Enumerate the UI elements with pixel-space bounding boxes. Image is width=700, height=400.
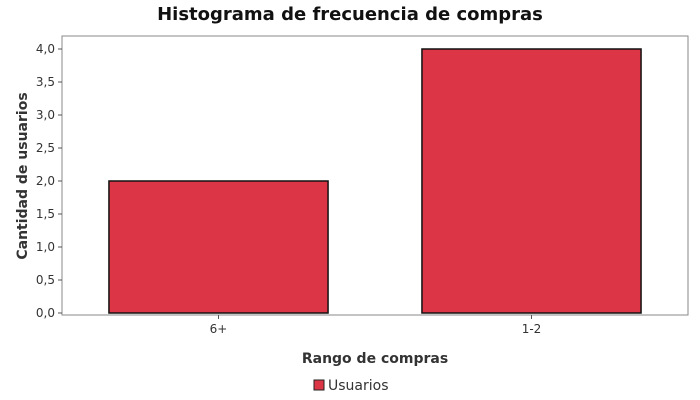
x-tick-label: 6+ (210, 322, 228, 336)
bar-6+[interactable] (108, 180, 329, 314)
y-axis: 0,0 0,5 1,0 1,5 2,0 2,5 3,0 3,5 4,0 (36, 42, 62, 320)
y-tick-label: 1,0 (36, 240, 55, 254)
y-axis-title: Cantidad de usuarios (15, 92, 31, 259)
y-tick-label: 3,5 (36, 75, 55, 89)
y-tick-label: 2,5 (36, 141, 55, 155)
legend-label: Usuarios (328, 378, 389, 394)
legend-swatch (313, 379, 325, 391)
legend[interactable]: Usuarios (313, 378, 389, 394)
y-tick-label: 2,0 (36, 174, 55, 188)
bars-group (108, 48, 642, 314)
x-tick-label: 1-2 (522, 322, 542, 336)
y-tick-label: 0,0 (36, 306, 55, 320)
x-axis-title: Rango de compras (302, 351, 448, 367)
bar-1-2[interactable] (421, 48, 642, 314)
y-tick-label: 0,5 (36, 273, 55, 287)
chart-title: Histograma de frecuencia de compras (157, 4, 543, 25)
y-tick-label: 3,0 (36, 108, 55, 122)
y-tick-label: 4,0 (36, 42, 55, 56)
x-axis: 6+ 1-2 (210, 315, 542, 336)
y-tick-label: 1,5 (36, 207, 55, 221)
